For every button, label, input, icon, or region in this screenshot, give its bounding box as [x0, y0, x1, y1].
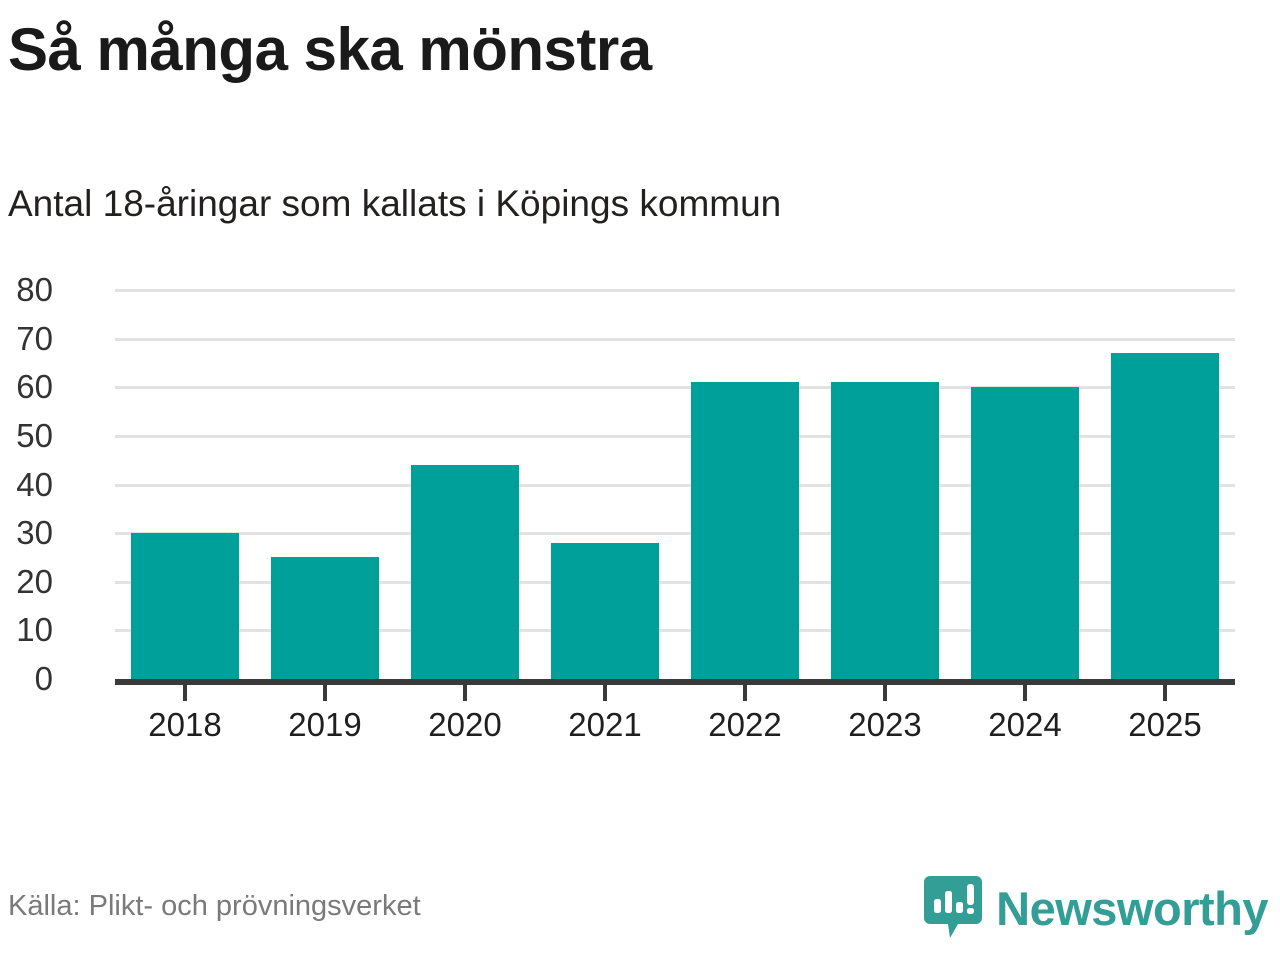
bar-column[interactable]	[830, 290, 940, 679]
bar-column[interactable]	[270, 290, 380, 679]
newsworthy-logo[interactable]: Newsworthy	[924, 876, 1268, 940]
x-axis-tick-mark	[463, 685, 467, 701]
gridline	[115, 434, 1235, 438]
bar[interactable]	[1110, 353, 1220, 679]
x-axis-tick-label: 2019	[288, 706, 362, 743]
chart-subtitle: Antal 18-åringar som kallats i Köpings k…	[8, 183, 782, 224]
y-axis-tick-label: 70	[16, 319, 53, 357]
bar-column[interactable]	[1110, 290, 1220, 679]
x-axis-tick-mark	[1163, 685, 1167, 701]
source-note: Källa: Plikt- och prövningsverket	[8, 890, 421, 922]
bar-column[interactable]	[550, 290, 660, 679]
gridline	[115, 532, 1235, 536]
y-axis-tick-label: 40	[16, 465, 53, 503]
bar[interactable]	[970, 387, 1080, 679]
gridline	[115, 483, 1235, 487]
bar[interactable]	[270, 557, 380, 679]
chart-header: Så många ska mönstra Antal 18-åringar so…	[8, 16, 1268, 224]
y-axis-tick-label: 80	[16, 271, 53, 308]
newsworthy-wordmark: Newsworthy	[996, 881, 1268, 935]
y-axis-tick-label: 0	[34, 660, 53, 697]
x-axis-tick-label: 2020	[428, 706, 502, 743]
x-axis-tick-mark	[883, 685, 887, 701]
x-axis-tick-label: 2024	[988, 706, 1062, 743]
x-axis-tick-label: 2021	[568, 706, 642, 743]
y-axis-tick-label: 10	[16, 611, 53, 649]
bar-column[interactable]	[410, 290, 520, 679]
gridline	[115, 629, 1235, 633]
y-axis-tick-label: 30	[16, 514, 53, 552]
bar-chart: 0 10 20 30 40 50 60 70 80 2018 2019 2020 2021 2022 20…	[0, 273, 1280, 756]
x-axis-tick-label: 2018	[148, 706, 222, 743]
y-axis-tick-label: 60	[16, 368, 53, 406]
gridline	[115, 580, 1235, 584]
bar-column[interactable]	[970, 290, 1080, 679]
bar[interactable]	[830, 382, 940, 679]
bar-column[interactable]	[690, 290, 800, 679]
bar-series	[115, 290, 1235, 679]
y-axis-tick-label: 20	[16, 562, 53, 600]
page-title: Så många ska mönstra	[8, 16, 652, 83]
x-axis-tick-mark	[323, 685, 327, 701]
x-axis-tick-mark	[603, 685, 607, 701]
x-axis-tick-mark	[743, 685, 747, 701]
bar-column[interactable]	[130, 290, 240, 679]
newsworthy-bars-bubble-icon	[924, 876, 983, 938]
bar[interactable]	[690, 382, 800, 679]
bar[interactable]	[410, 465, 520, 679]
chart-footer: Källa: Plikt- och prövningsverket Newswo…	[0, 876, 1280, 960]
gridline	[115, 337, 1235, 341]
x-axis-tick-label: 2025	[1128, 706, 1202, 743]
x-axis-tick-label: 2023	[848, 706, 922, 743]
gridline	[115, 289, 1235, 292]
bar[interactable]	[550, 542, 660, 679]
x-axis-tick-label: 2022	[708, 706, 782, 743]
bar[interactable]	[130, 533, 240, 679]
plot-area: 0 10 20 30 40 50 60 70 80 2018 2019 2020 2021 2022 20…	[16, 273, 1235, 741]
gridline	[115, 386, 1235, 390]
x-axis-line	[115, 679, 1235, 685]
y-axis-tick-label: 50	[16, 416, 53, 454]
x-axis-tick-mark	[183, 685, 187, 701]
x-axis-tick-mark	[1023, 685, 1027, 701]
